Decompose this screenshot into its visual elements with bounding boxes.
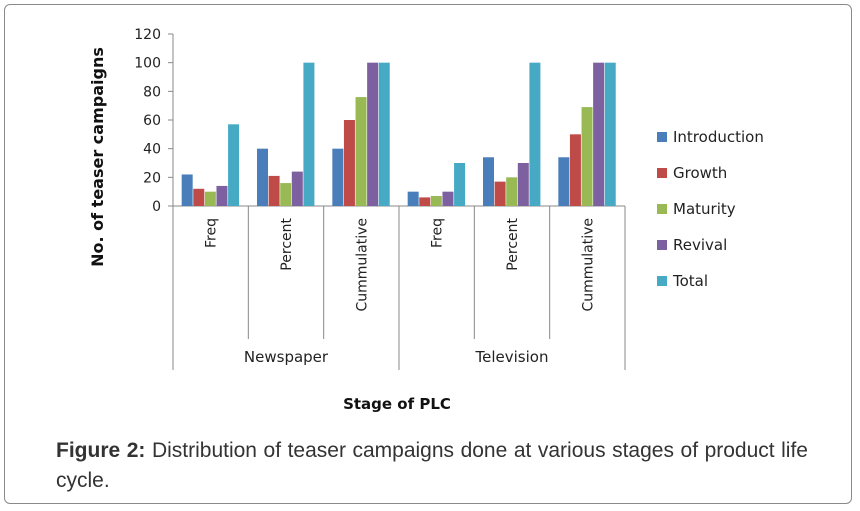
group-label: Television <box>475 348 549 366</box>
category-label: Cummulative <box>354 218 370 312</box>
y-tick-label: 100 <box>134 56 161 72</box>
bar-introduction-2 <box>332 148 344 206</box>
category-label: Freq <box>430 218 446 248</box>
bar-total-5 <box>604 62 616 206</box>
bar-revival-3 <box>442 191 454 206</box>
bar-maturity-5 <box>581 107 593 206</box>
bar-total-0 <box>228 124 240 206</box>
bar-total-2 <box>378 62 390 206</box>
bar-maturity-3 <box>430 195 442 206</box>
y-tick-label: 120 <box>134 27 161 43</box>
caption-text: Distribution of teaser campaigns done at… <box>56 439 808 492</box>
bar-growth-4 <box>494 181 506 206</box>
y-tick-label: 60 <box>143 113 161 129</box>
y-tick-label: 80 <box>143 84 161 100</box>
legend-label-total: Total <box>672 272 708 290</box>
chart-legend: Introduction Growth Maturity Revival Total <box>657 128 764 290</box>
y-axis-label: No. of teaser campaigns <box>88 47 107 267</box>
legend-swatch-maturity <box>657 204 667 214</box>
group-label: Newspaper <box>244 348 329 366</box>
category-label: Percent <box>505 217 521 270</box>
bar-total-3 <box>454 163 466 206</box>
bar-introduction-0 <box>181 174 193 206</box>
bar-revival-0 <box>216 185 228 206</box>
category-labels: Freq Percent Cummulative Freq Percent Cummula… <box>204 217 597 311</box>
bar-total-4 <box>529 62 541 206</box>
caption-label: Figure 2: <box>56 439 146 462</box>
bar-maturity-2 <box>355 97 367 206</box>
bar-introduction-3 <box>407 191 419 206</box>
legend-label-introduction: Introduction <box>673 128 764 146</box>
y-tick-label: 40 <box>143 142 161 158</box>
legend-label-revival: Revival <box>673 236 727 254</box>
bar-revival-4 <box>517 163 529 206</box>
y-tick-label: 0 <box>152 199 161 215</box>
bar-revival-2 <box>367 62 379 206</box>
figure-frame <box>4 4 852 504</box>
legend-label-maturity: Maturity <box>673 200 736 218</box>
legend-swatch-introduction <box>657 132 667 142</box>
bar-total-1 <box>303 62 315 206</box>
legend-label-growth: Growth <box>673 164 727 182</box>
x-axis-label: Stage of PLC <box>343 395 451 413</box>
bar-growth-3 <box>419 197 431 206</box>
bar-growth-1 <box>268 175 280 206</box>
bar-introduction-4 <box>483 157 494 206</box>
category-label: Freq <box>204 218 220 248</box>
category-label: Percent <box>279 217 295 270</box>
y-tick-label: 20 <box>143 170 161 186</box>
legend-swatch-growth <box>657 168 667 178</box>
bar-maturity-0 <box>204 191 216 206</box>
bar-maturity-4 <box>506 177 518 206</box>
legend-swatch-revival <box>657 240 667 250</box>
bar-growth-0 <box>193 188 205 206</box>
legend-swatch-total <box>657 276 667 286</box>
bar-introduction-1 <box>257 148 268 206</box>
chart-axes <box>168 33 626 370</box>
bar-introduction-5 <box>558 157 570 206</box>
bar-growth-5 <box>569 134 581 206</box>
bar-revival-5 <box>593 62 605 206</box>
bar-revival-1 <box>291 171 303 206</box>
category-label: Cummulative <box>580 218 596 312</box>
chart-bars <box>181 62 616 206</box>
y-axis-ticks: 0 20 40 60 80 100 120 <box>134 27 161 215</box>
group-labels: Newspaper Television <box>244 348 549 366</box>
bar-maturity-1 <box>280 183 292 206</box>
bar-growth-2 <box>343 120 355 206</box>
figure-caption: Figure 2: Distribution of teaser campaig… <box>56 436 808 496</box>
